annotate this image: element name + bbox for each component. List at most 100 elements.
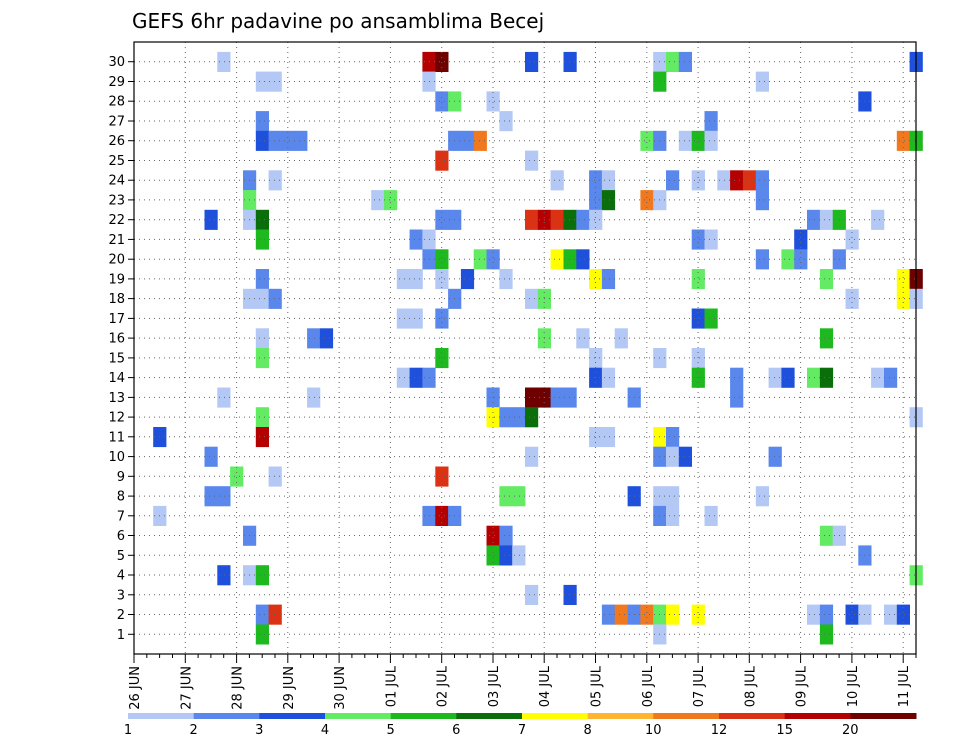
y-tick-label: 30: [108, 55, 125, 70]
heatmap-cell: [896, 269, 910, 290]
x-tick-label: 28 JUN: [231, 666, 246, 710]
y-tick-label: 13: [108, 391, 125, 406]
heatmap-cell: [563, 249, 577, 270]
heatmap-cell: [589, 269, 603, 290]
heatmap-cell: [486, 91, 500, 112]
heatmap-cell: [409, 308, 423, 329]
heatmap-cell: [255, 624, 269, 645]
heatmap-cell: [601, 170, 616, 191]
heatmap-cell: [819, 328, 834, 349]
heatmap-cell: [435, 209, 449, 230]
legend-label: 5: [387, 723, 395, 738]
legend-swatch: [850, 713, 917, 719]
heatmap-cell: [691, 130, 705, 151]
heatmap-cell: [268, 130, 282, 151]
heatmap-cell: [601, 367, 616, 388]
x-tick-label: 08 JUL: [743, 665, 758, 707]
heatmap-cell: [255, 427, 269, 448]
legend-label: 1: [124, 723, 132, 738]
heatmap-cell: [691, 348, 705, 369]
heatmap-cell: [589, 190, 603, 211]
heatmap-cell: [781, 367, 795, 388]
x-tick-label: 02 JUL: [436, 665, 451, 707]
heatmap-cell: [704, 229, 718, 250]
y-tick-label: 20: [108, 253, 125, 268]
heatmap-cell: [614, 328, 628, 349]
heatmap-cell: [601, 604, 616, 625]
heatmap-cell: [576, 209, 590, 230]
x-tick-label: 29 JUN: [282, 666, 297, 710]
heatmap-cell: [281, 130, 295, 151]
heatmap-cell: [601, 269, 616, 290]
heatmap-cell: [217, 51, 231, 72]
y-tick-label: 12: [108, 411, 125, 426]
heatmap-cell: [486, 525, 500, 546]
x-tick-label: 11 JUL: [897, 665, 912, 707]
legend-label: 15: [776, 723, 793, 738]
heatmap-cell: [845, 229, 859, 250]
heatmap-cell: [768, 367, 782, 388]
legend-label: 4: [321, 723, 329, 738]
heatmap-cell: [217, 387, 231, 408]
legend-swatch: [193, 713, 260, 719]
y-tick-label: 5: [117, 549, 125, 564]
y-tick-label: 27: [108, 115, 125, 130]
heatmap-cell: [409, 229, 423, 250]
heatmap-cell: [678, 446, 692, 467]
legend-label: 7: [518, 723, 526, 738]
y-axis: 1234567891011121314151617181920212223242…: [108, 55, 134, 643]
heatmap-cell: [525, 150, 539, 171]
y-tick-label: 8: [117, 490, 125, 505]
heatmap-cell: [525, 51, 539, 72]
plot-frame: [133, 41, 917, 655]
heatmap-cell: [435, 269, 449, 290]
heatmap-cell: [499, 111, 513, 132]
heatmap-cell: [230, 466, 244, 487]
heatmap-cell: [499, 407, 513, 428]
y-tick-label: 22: [108, 213, 125, 228]
heatmap-cell: [435, 348, 449, 369]
heatmap-cell: [704, 505, 718, 526]
legend-swatch: [390, 713, 457, 719]
heatmap-cell: [884, 604, 898, 625]
heatmap-cell: [204, 446, 218, 467]
y-tick-label: 25: [108, 154, 125, 169]
heatmap-cell: [666, 486, 680, 507]
heatmap-cell: [666, 446, 680, 467]
heatmap-cell: [499, 486, 513, 507]
heatmap-cell: [255, 111, 269, 132]
heatmap-cell: [666, 427, 680, 448]
heatmap-cell: [435, 249, 449, 270]
heatmap-cell: [512, 545, 526, 566]
legend-swatch: [456, 713, 523, 719]
heatmap-cell: [486, 545, 500, 566]
heatmap-cell: [435, 466, 449, 487]
heatmap-cell: [678, 130, 692, 151]
heatmap-cell: [666, 505, 680, 526]
heatmap-cell: [666, 51, 680, 72]
y-tick-label: 10: [108, 450, 125, 465]
x-tick-label: 30 JUN: [333, 666, 348, 710]
heatmap-cell: [255, 269, 269, 290]
heatmap-cell: [768, 446, 782, 467]
y-tick-label: 1: [117, 628, 125, 643]
x-tick-label: 03 JUL: [487, 665, 502, 707]
legend-label: 2: [190, 723, 198, 738]
legend-swatch: [522, 713, 589, 719]
heatmap-cell: [614, 604, 628, 625]
heatmap-cell: [255, 565, 269, 586]
x-tick-label: 27 JUN: [179, 666, 194, 710]
legend-swatch: [719, 713, 786, 719]
y-tick-label: 19: [108, 272, 125, 287]
heatmap-cell: [550, 387, 564, 408]
heatmap-cell: [819, 525, 834, 546]
heatmap-cell: [704, 111, 718, 132]
x-axis: 26 JUN 27 JUN 28 JUN 29 JUN 30 JUN 01 JUL 02 J…: [128, 654, 917, 710]
heatmap-cell: [550, 249, 564, 270]
heatmap-cell: [563, 51, 577, 72]
heatmap-cell: [576, 249, 590, 270]
heatmap-cell: [845, 288, 859, 309]
heatmap-cells: [153, 51, 923, 645]
heatmap-cell: [563, 387, 577, 408]
y-tick-label: 24: [108, 174, 125, 189]
